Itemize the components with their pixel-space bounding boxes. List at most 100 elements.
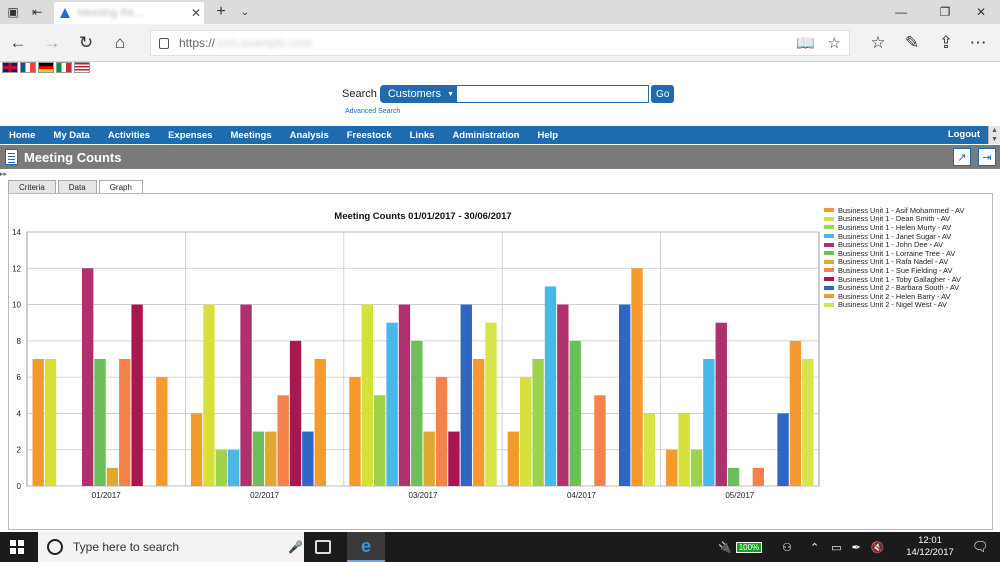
browser-tab[interactable]: Meeting Re... ✕ (54, 2, 204, 24)
flag-italy-icon[interactable] (56, 62, 72, 73)
more-options-icon[interactable]: ⋯ (969, 33, 987, 52)
power-plug-icon[interactable]: 🔌 (718, 541, 732, 554)
bar (520, 377, 532, 486)
menu-item-links[interactable]: Links (409, 129, 435, 141)
language-flags (2, 62, 90, 74)
search-input[interactable] (457, 85, 650, 103)
bar (252, 431, 265, 486)
flag-germany-icon[interactable] (38, 62, 54, 73)
bar (472, 359, 485, 486)
notes-pen-icon[interactable]: ✎ (904, 33, 920, 52)
taskbar-search-placeholder: Type here to search (73, 540, 180, 554)
menu-item-freestock[interactable]: Freestock (346, 129, 392, 141)
tab-graph[interactable]: Graph (98, 180, 143, 194)
tab-manager-icon[interactable]: ▣ (7, 5, 19, 19)
favorite-star-icon[interactable]: ☆ (827, 35, 841, 52)
view-tabs: Criteria Data Graph (8, 180, 143, 194)
legend-label: Business Unit 1 - Lorraine Tree - AV (838, 248, 956, 258)
logout-link[interactable]: Logout (947, 129, 980, 140)
legend-item: Business Unit 2 - Barbara South - AV (824, 283, 964, 292)
y-tick-label: 6 (17, 373, 22, 382)
tab-criteria[interactable]: Criteria (8, 180, 56, 194)
bar (156, 377, 168, 486)
pen-icon[interactable]: ✒ (851, 541, 861, 554)
page-title-bar: Meeting Counts ↗ ⇥ (0, 145, 1000, 169)
bar (485, 322, 497, 486)
flag-usa-icon[interactable] (74, 62, 90, 73)
exit-icon[interactable]: ⇥ (978, 148, 996, 166)
bar (727, 467, 740, 486)
task-view-icon[interactable] (315, 540, 331, 554)
battery-level[interactable]: 100% (735, 541, 763, 553)
bar (423, 431, 435, 486)
y-tick-label: 14 (12, 228, 21, 237)
bar (569, 340, 581, 486)
menu-item-meetings[interactable]: Meetings (230, 129, 272, 141)
forward-arrow-icon[interactable]: → (43, 33, 61, 52)
main-menu: Home My Data Activities Expenses Meeting… (0, 126, 1000, 144)
set-aside-tabs-icon[interactable]: ⇤ (31, 5, 43, 19)
bar (215, 449, 227, 486)
bar (752, 467, 765, 486)
tab-list-chevron-icon[interactable]: ⌄ (240, 6, 250, 18)
export-icon[interactable]: ↗ (953, 148, 971, 166)
back-arrow-icon[interactable]: ← (9, 33, 27, 52)
maximize-icon[interactable]: ❐ (939, 5, 951, 19)
legend-item: Business Unit 1 - Lorraine Tree - AV (824, 249, 964, 258)
taskbar-search-box[interactable]: Type here to search 🎤 (38, 532, 304, 562)
collapse-toggle-icon[interactable]: ▸▸ (0, 171, 8, 178)
menu-item-activities[interactable]: Activities (107, 129, 151, 141)
network-icon[interactable]: ▭ (831, 541, 842, 554)
microphone-icon[interactable]: 🎤 (288, 540, 303, 554)
x-tick-label: 02/2017 (250, 491, 279, 500)
plot-area (26, 231, 820, 487)
legend-swatch (824, 268, 834, 273)
legend-item: Business Unit 2 - Helen Barry - AV (824, 292, 964, 301)
advanced-search-link[interactable]: Advanced Search (345, 108, 401, 115)
menu-item-home[interactable]: Home (9, 129, 36, 141)
reading-view-icon[interactable]: 📖 (796, 35, 815, 52)
bar (228, 449, 240, 486)
menu-item-administration[interactable]: Administration (452, 129, 520, 141)
page-scrollbar[interactable]: ▲ ▼ (988, 126, 1000, 144)
search-label: Search (342, 88, 377, 100)
legend-item: Business Unit 1 - Dean Smith - AV (824, 214, 964, 223)
menu-item-expenses[interactable]: Expenses (168, 129, 213, 141)
windows-taskbar: Type here to search 🎤 e 🔌 100% ⚇ ⌃ ▭ ✒ 🔇… (0, 532, 1000, 562)
bar (349, 377, 361, 486)
windows-start-icon[interactable] (10, 540, 24, 554)
new-tab-icon[interactable]: + (216, 3, 226, 20)
menu-item-my-data[interactable]: My Data (53, 129, 90, 141)
system-clock[interactable]: 12:01 14/12/2017 (900, 535, 960, 559)
home-icon[interactable]: ⌂ (114, 33, 126, 52)
minimize-icon[interactable]: — (895, 5, 907, 19)
address-input[interactable]: https:// crm.example.com 📖 ☆ (150, 30, 850, 56)
close-tab-icon[interactable]: ✕ (190, 6, 202, 20)
menu-item-help[interactable]: Help (537, 129, 559, 141)
flag-france-icon[interactable] (20, 62, 36, 73)
notifications-icon[interactable]: 🗨 (972, 539, 989, 554)
close-window-icon[interactable]: ✕ (975, 5, 987, 19)
menu-item-analysis[interactable]: Analysis (289, 129, 329, 141)
share-icon[interactable]: ⇪ (938, 33, 954, 52)
system-tray: 🔌 100% ⚇ ⌃ ▭ ✒ 🔇 (718, 532, 885, 562)
legend-swatch (824, 234, 834, 239)
tab-data[interactable]: Data (57, 180, 97, 194)
favorites-hub-icon[interactable]: ☆ (870, 33, 886, 52)
people-icon[interactable]: ⚇ (782, 541, 793, 554)
bar (374, 395, 386, 486)
legend-item: Business Unit 1 - Asif Mohammed - AV (824, 206, 964, 215)
edge-browser-icon[interactable]: e (347, 532, 385, 562)
flag-uk-icon[interactable] (2, 62, 18, 73)
bar (435, 377, 448, 486)
chevron-down-icon: ▼ (447, 90, 455, 98)
address-host: crm.example.com (217, 36, 312, 50)
bar (544, 286, 557, 486)
volume-mute-icon[interactable]: 🔇 (870, 541, 885, 554)
search-category-select[interactable]: Customers ▼ (379, 85, 458, 103)
legend-item: Business Unit 1 - Toby Gallagher - AV (824, 275, 964, 284)
search-go-button[interactable]: Go (651, 85, 675, 103)
legend-item: Business Unit 1 - Janet Sugar - AV (824, 232, 964, 241)
refresh-icon[interactable]: ↻ (78, 33, 94, 52)
show-hidden-icons-chevron-icon[interactable]: ⌃ (810, 541, 820, 554)
